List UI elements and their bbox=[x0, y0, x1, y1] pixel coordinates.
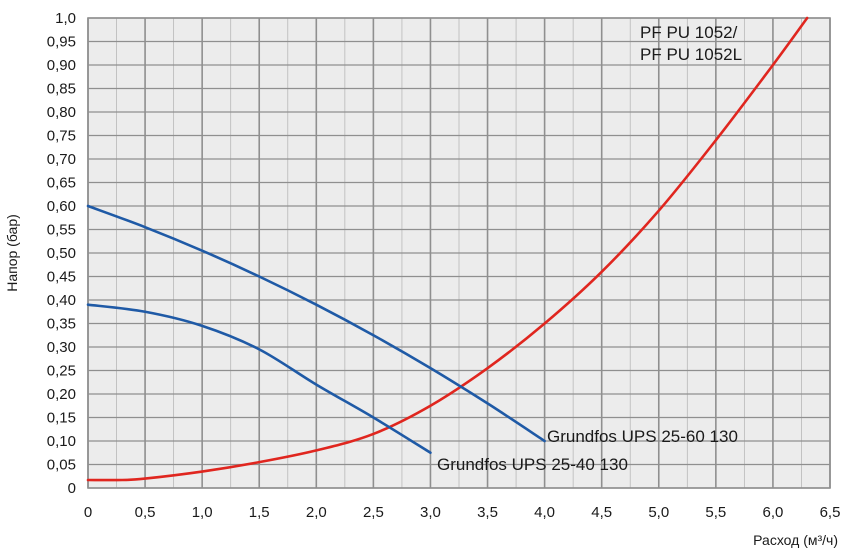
series-line-pf-pu-1052 bbox=[86, 16, 809, 482]
y-tick-label: 0,95 bbox=[47, 34, 76, 51]
y-tick-label: 0,90 bbox=[47, 57, 76, 74]
plot-frame bbox=[87, 17, 831, 489]
y-tick-label: 0,65 bbox=[47, 175, 76, 192]
y-axis-label: Напор (бар) bbox=[4, 214, 20, 292]
y-tick-label: 0,70 bbox=[47, 151, 76, 168]
series-lines bbox=[86, 16, 809, 482]
x-tick-label: 2,0 bbox=[306, 504, 327, 521]
x-tick-label: 1,5 bbox=[249, 504, 270, 521]
y-tick-labels: 0 0,05 0,10 0,15 0,20 0,25 0,30 0,35 0,40 0,45 0,5… bbox=[47, 10, 76, 497]
series-label-grundfos-25-40: Grundfos UPS 25-40 130 bbox=[437, 455, 628, 474]
x-tick-labels: 0 0,5 1,0 1,5 2,0 2,5 3,0 3,5 4,0 4,5 5,0 5,5 6,0 6,5 bbox=[84, 504, 841, 521]
x-tick-label: 5,5 bbox=[705, 504, 726, 521]
y-tick-label: 0,60 bbox=[47, 198, 76, 215]
x-tick-label: 2,5 bbox=[363, 504, 384, 521]
y-tick-label: 0,15 bbox=[47, 410, 76, 427]
series-label-pf-pu-1052-line2: PF PU 1052L bbox=[640, 45, 742, 64]
y-tick-label: 0 bbox=[68, 480, 76, 497]
y-tick-label: 1,0 bbox=[55, 10, 76, 27]
y-tick-label: 0,10 bbox=[47, 433, 76, 450]
y-tick-label: 0,35 bbox=[47, 316, 76, 333]
grid bbox=[87, 17, 831, 489]
y-tick-label: 0,45 bbox=[47, 269, 76, 286]
y-tick-label: 0,25 bbox=[47, 363, 76, 380]
x-tick-label: 1,0 bbox=[192, 504, 213, 521]
x-axis-label: Расход (м³/ч) bbox=[753, 532, 838, 548]
y-tick-label: 0,50 bbox=[47, 245, 76, 262]
series-labels: PF PU 1052/PF PU 1052L Grundfos UPS 25-60… bbox=[437, 23, 742, 474]
x-tick-label: 6,5 bbox=[820, 504, 841, 521]
series-label-pf-pu-1052-line1: PF PU 1052/ bbox=[640, 23, 738, 42]
y-tick-label: 0,85 bbox=[47, 81, 76, 98]
y-tick-label: 0,20 bbox=[47, 386, 76, 403]
y-tick-label: 0,75 bbox=[47, 128, 76, 145]
series-label-grundfos-25-60: Grundfos UPS 25-60 130 bbox=[547, 427, 738, 446]
y-tick-label: 0,30 bbox=[47, 339, 76, 356]
x-tick-label: 3,0 bbox=[420, 504, 441, 521]
series-line-grundfos-25-40 bbox=[86, 303, 432, 455]
x-tick-label: 6,0 bbox=[762, 504, 783, 521]
y-tick-label: 0,40 bbox=[47, 292, 76, 309]
y-tick-label: 0,55 bbox=[47, 222, 76, 239]
y-tick-label: 0,05 bbox=[47, 457, 76, 474]
x-tick-label: 0,5 bbox=[135, 504, 156, 521]
x-tick-label: 4,0 bbox=[534, 504, 555, 521]
x-tick-label: 0 bbox=[84, 504, 92, 521]
x-tick-label: 4,5 bbox=[591, 504, 612, 521]
y-tick-label: 0,80 bbox=[47, 104, 76, 121]
x-tick-label: 3,5 bbox=[477, 504, 498, 521]
series-line-grundfos-25-60 bbox=[86, 204, 546, 443]
x-tick-label: 5,0 bbox=[648, 504, 669, 521]
